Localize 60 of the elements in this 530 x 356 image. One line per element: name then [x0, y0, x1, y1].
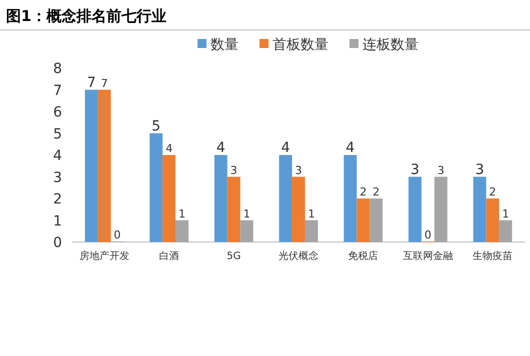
x-tick-label: 房地产开发 [79, 250, 130, 262]
y-tick-label: 8 [53, 61, 62, 77]
legend-label: 数量 [210, 37, 238, 53]
bar [356, 198, 370, 242]
data-label: 3 [437, 164, 444, 177]
bar [499, 220, 512, 242]
bar [292, 176, 305, 242]
data-label: 3 [230, 164, 238, 177]
y-tick-label: 4 [53, 148, 62, 164]
bar [150, 133, 163, 242]
bar [344, 155, 357, 242]
data-label: 2 [489, 186, 496, 198]
data-label: 3 [295, 164, 302, 177]
data-label: 1 [178, 207, 186, 220]
bar [176, 220, 188, 242]
data-label: 0 [114, 228, 121, 242]
y-tick-label: 5 [53, 126, 62, 142]
y-tick-label: 2 [53, 192, 62, 208]
bar [434, 176, 448, 242]
bar [240, 220, 254, 242]
data-label: 3 [410, 162, 420, 178]
data-label: 2 [372, 186, 380, 198]
bar [227, 176, 240, 242]
data-label: 2 [360, 186, 367, 198]
bar [162, 155, 176, 242]
data-label: 4 [346, 140, 355, 156]
data-label: 4 [166, 142, 173, 155]
bar [84, 90, 98, 242]
chart-title: 图1：概念排名前七行业 [6, 7, 166, 25]
x-tick-label: 生物疫苗 [472, 250, 513, 262]
data-label: 1 [308, 207, 315, 220]
x-tick-label: 光伏概念 [278, 250, 318, 262]
data-label: 3 [475, 162, 484, 178]
legend-label: 连板数量 [362, 37, 418, 53]
bar [473, 176, 486, 242]
legend-label: 首板数量 [272, 37, 328, 53]
data-label: 1 [502, 207, 510, 220]
bar [370, 198, 383, 242]
data-label: 5 [152, 118, 161, 134]
bar [98, 90, 111, 242]
data-label: 7 [86, 74, 96, 91]
x-tick-label: 互联网金融 [402, 250, 453, 262]
bar [214, 155, 228, 242]
bar [304, 220, 318, 242]
data-label: 4 [281, 140, 290, 156]
bar [486, 198, 500, 242]
x-tick-label: 5G [226, 251, 241, 262]
data-label: 7 [100, 76, 108, 90]
data-label: 4 [216, 140, 226, 156]
y-tick-label: 7 [53, 82, 62, 99]
data-label: 1 [243, 207, 250, 220]
y-tick-label: 6 [53, 104, 62, 120]
y-tick-label: 0 [53, 235, 62, 251]
x-tick-label: 免税店 [348, 250, 378, 262]
bar [408, 176, 422, 242]
y-tick-label: 1 [53, 213, 62, 230]
data-label: 0 [424, 228, 432, 242]
x-tick-label: 白酒 [159, 250, 180, 262]
y-tick-label: 3 [53, 170, 62, 186]
bar [279, 155, 292, 242]
